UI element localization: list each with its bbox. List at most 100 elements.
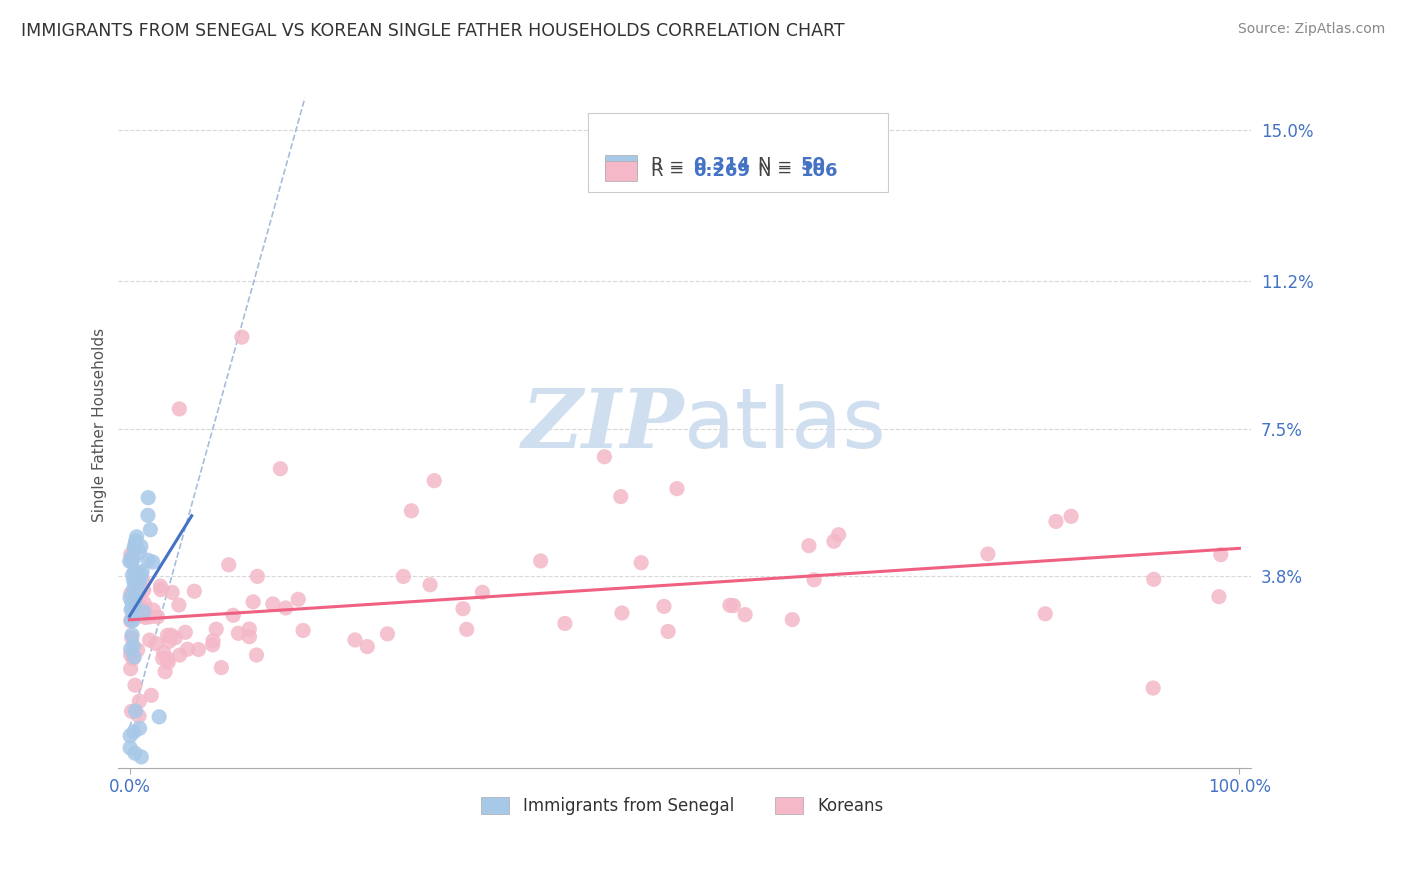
Point: [160, 585, 183, 599]
Point: [723, 599, 745, 613]
Point: [823, 534, 845, 549]
Point: [238, 622, 260, 636]
Text: 0.314: 0.314: [693, 156, 751, 174]
Point: [120, 642, 142, 657]
Point: [246, 569, 269, 583]
Point: [187, 642, 209, 657]
Point: [142, 603, 165, 617]
Point: [132, 605, 155, 619]
Point: [392, 569, 415, 583]
FancyBboxPatch shape: [775, 797, 803, 814]
Point: [157, 634, 180, 648]
Point: [167, 598, 190, 612]
Point: [141, 689, 163, 703]
Point: [262, 597, 284, 611]
Point: [124, 536, 146, 550]
Point: [152, 646, 174, 660]
Point: [657, 624, 679, 639]
Point: [129, 599, 152, 613]
Point: [401, 504, 423, 518]
Point: [122, 724, 145, 739]
Text: Source: ZipAtlas.com: Source: ZipAtlas.com: [1237, 22, 1385, 37]
Point: [136, 553, 159, 567]
Point: [218, 558, 240, 572]
Point: [121, 550, 143, 565]
Point: [122, 600, 145, 615]
Point: [122, 651, 145, 665]
Text: 0.269: 0.269: [693, 162, 751, 180]
Point: [128, 545, 150, 559]
Point: [128, 721, 150, 735]
Point: [377, 627, 399, 641]
Point: [169, 401, 191, 416]
Point: [121, 568, 143, 582]
Point: [124, 542, 146, 557]
Point: [120, 729, 142, 743]
Text: N =: N =: [758, 156, 799, 174]
Point: [139, 609, 162, 624]
Point: [131, 609, 153, 624]
Point: [122, 639, 145, 653]
Point: [1045, 515, 1067, 529]
Point: [131, 608, 153, 623]
Point: [343, 632, 366, 647]
Point: [128, 581, 150, 595]
Point: [134, 602, 156, 616]
Text: atlas: atlas: [685, 384, 886, 466]
Point: [451, 601, 474, 615]
Point: [121, 600, 143, 615]
Point: [128, 598, 150, 612]
Point: [419, 578, 441, 592]
Point: [128, 584, 150, 599]
Point: [132, 583, 155, 598]
Point: [977, 547, 1000, 561]
Point: [782, 613, 804, 627]
Point: [231, 330, 253, 344]
Point: [120, 740, 142, 755]
Point: [131, 565, 153, 579]
Point: [292, 624, 315, 638]
Point: [652, 599, 675, 614]
Point: [120, 591, 142, 605]
Text: R =: R =: [651, 156, 689, 174]
Point: [554, 616, 576, 631]
Point: [593, 450, 616, 464]
Point: [124, 746, 146, 760]
Point: [157, 655, 180, 669]
Point: [134, 610, 156, 624]
Point: [120, 548, 142, 562]
Point: [176, 642, 198, 657]
Point: [665, 482, 688, 496]
Point: [242, 595, 264, 609]
Point: [169, 648, 191, 662]
Point: [129, 566, 152, 581]
Point: [205, 622, 228, 636]
Point: [121, 628, 143, 642]
FancyBboxPatch shape: [605, 161, 637, 181]
Point: [148, 710, 170, 724]
Point: [122, 595, 145, 609]
Point: [121, 631, 143, 645]
Point: [120, 613, 142, 627]
Point: [1060, 509, 1083, 524]
Point: [124, 678, 146, 692]
Point: [127, 568, 149, 582]
Text: IMMIGRANTS FROM SENEGAL VS KOREAN SINGLE FATHER HOUSEHOLDS CORRELATION CHART: IMMIGRANTS FROM SENEGAL VS KOREAN SINGLE…: [21, 22, 845, 40]
Point: [827, 527, 849, 541]
Point: [120, 662, 142, 676]
Point: [129, 539, 152, 553]
Point: [128, 694, 150, 708]
Point: [287, 592, 309, 607]
Point: [129, 750, 152, 764]
Point: [136, 508, 159, 523]
Point: [356, 640, 378, 654]
Point: [120, 648, 142, 662]
FancyBboxPatch shape: [481, 797, 509, 814]
Point: [160, 628, 183, 642]
Point: [152, 651, 174, 665]
Point: [803, 573, 825, 587]
Point: [122, 614, 145, 628]
Point: [122, 574, 145, 588]
Point: [121, 704, 143, 718]
Point: [165, 631, 187, 645]
